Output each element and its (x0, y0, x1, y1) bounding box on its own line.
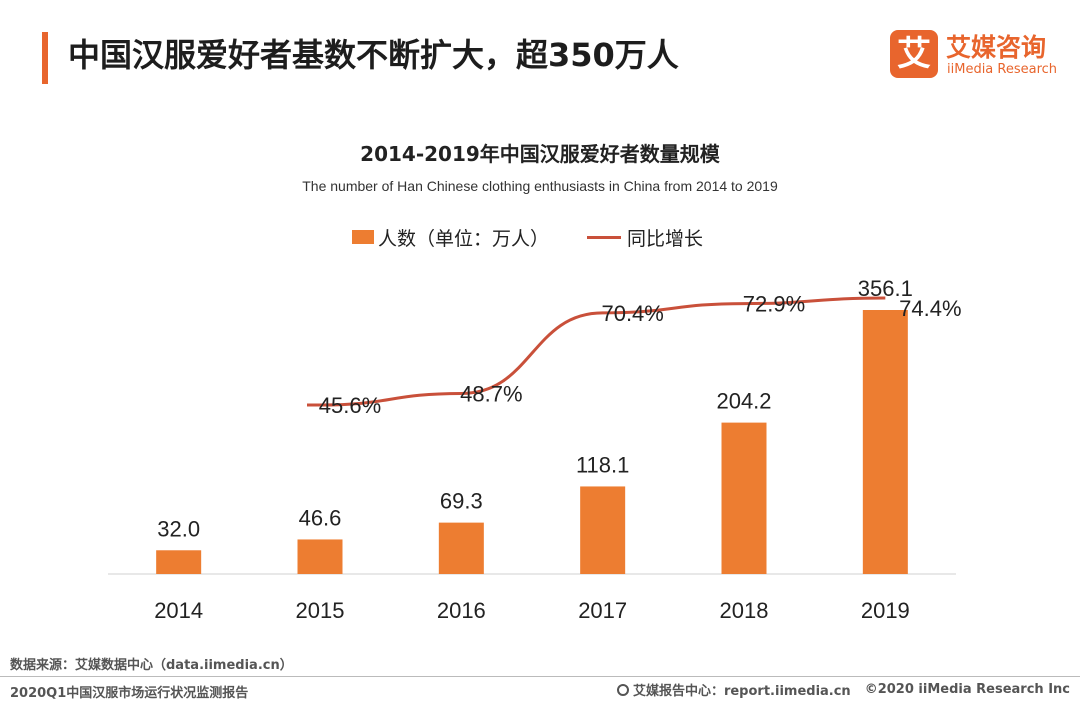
copyright-text: ©2020 iiMedia Research Inc (864, 682, 1070, 697)
bar-value-label-2015: 46.6 (299, 505, 342, 530)
x-tick-label-2019: 2019 (861, 598, 910, 623)
footer-divider (0, 676, 1080, 677)
bar-2014 (156, 550, 202, 574)
growth-label-2019: 74.4% (899, 296, 961, 321)
bar-2017 (580, 486, 626, 574)
bar-value-label-2014: 32.0 (157, 516, 200, 541)
chart-legend: 人数（单位：万人） 同比增长 (352, 223, 703, 251)
iimedia-logo[interactable]: 艾 艾媒咨询 iiMedia Research (890, 28, 1058, 82)
growth-label-2016: 48.7% (460, 381, 522, 406)
data-source-note: 数据来源：艾媒数据中心（data.iimedia.cn） (10, 658, 293, 673)
bar-2019 (862, 310, 908, 574)
report-name: 2020Q1中国汉服市场运行状况监测报告 (10, 686, 249, 701)
growth-line (307, 296, 886, 407)
logo-chinese-name: 艾媒咨询 (946, 33, 1047, 62)
bar-value-label-2017: 118.1 (576, 452, 629, 477)
x-tick-label-2017: 2017 (578, 598, 627, 623)
logo-english-name: iiMedia Research (947, 62, 1058, 77)
report-center-link[interactable]: 艾媒报告中心：report.iimedia.cn (632, 684, 851, 699)
bar-2016 (438, 522, 484, 574)
page-title: 中国汉服爱好者基数不断扩大，超350万人 (68, 36, 679, 74)
globe-icon (616, 683, 629, 696)
growth-label-2018: 72.9% (743, 292, 805, 317)
bar-2018 (721, 422, 767, 574)
x-tick-label-2014: 2014 (154, 598, 203, 623)
growth-label-2015: 45.6% (319, 393, 381, 418)
chart-title: 2014-2019年中国汉服爱好者数量规模 (360, 142, 720, 166)
footer-right: 艾媒报告中心：report.iimedia.cn ©2020 iiMedia R… (616, 680, 1070, 699)
x-tick-label-2018: 2018 (720, 598, 769, 623)
legend-line-swatch (587, 235, 622, 239)
bar-value-label-2018: 204.2 (716, 389, 771, 414)
growth-label-2017: 70.4% (601, 301, 663, 326)
title-accent-bar (42, 32, 48, 84)
legend-line-label: 同比增长 (627, 227, 704, 250)
bar-value-label-2016: 69.3 (440, 489, 483, 514)
legend-bar-label: 人数（单位：万人） (378, 227, 550, 250)
x-tick-label-2015: 2015 (296, 598, 345, 623)
legend-bar-swatch (352, 230, 374, 244)
chart-subtitle: The number of Han Chinese clothing enthu… (302, 178, 778, 194)
x-tick-label-2016: 2016 (437, 598, 486, 623)
bar-2015 (297, 539, 343, 574)
logo-mark-icon: 艾 (890, 30, 938, 78)
